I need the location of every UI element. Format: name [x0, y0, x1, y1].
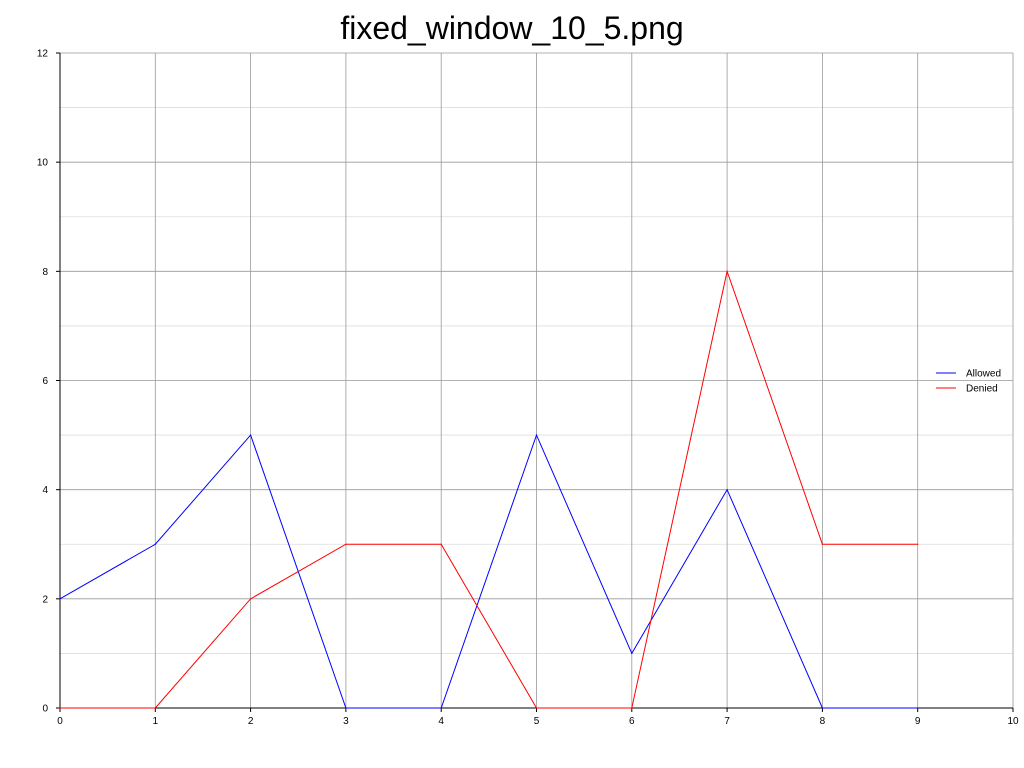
x-tick-label: 3 — [343, 716, 349, 727]
x-tick-label: 9 — [915, 716, 921, 727]
y-tick-label: 0 — [42, 704, 48, 715]
data-point-denied — [535, 707, 538, 709]
data-point-allowed — [726, 489, 728, 491]
data-point-allowed — [535, 434, 538, 436]
data-point-allowed — [250, 434, 252, 436]
data-point-allowed — [59, 598, 61, 600]
y-tick-label: 8 — [42, 267, 48, 278]
data-point-allowed — [821, 707, 824, 709]
x-tick-label: 2 — [248, 716, 254, 727]
x-tick-label: 0 — [57, 716, 63, 727]
x-tick-label: 4 — [438, 716, 444, 727]
data-point-denied — [726, 270, 728, 272]
y-tick-label: 10 — [37, 158, 49, 169]
y-tick-label: 6 — [42, 376, 48, 387]
x-tick-label: 5 — [534, 716, 540, 727]
y-tick-label: 4 — [42, 485, 48, 496]
data-point-allowed — [631, 652, 633, 655]
data-point-denied — [440, 543, 442, 545]
series-line-denied — [60, 269, 918, 709]
data-point-denied — [59, 707, 61, 709]
y-tick-label: 2 — [42, 594, 48, 605]
data-point-denied — [154, 707, 156, 709]
data-point-allowed — [154, 543, 156, 545]
x-tick-label: 10 — [1007, 716, 1019, 727]
y-tick-label: 12 — [37, 49, 49, 60]
data-point-allowed — [917, 707, 919, 709]
x-tick-label: 8 — [820, 716, 826, 727]
data-point-denied — [821, 543, 824, 545]
legend-label-denied: Denied — [966, 384, 998, 395]
data-point-allowed — [440, 707, 442, 709]
x-tick-label: 6 — [629, 716, 635, 727]
x-tick-label: 1 — [153, 716, 159, 727]
data-point-denied — [345, 543, 347, 545]
data-point-denied — [250, 598, 252, 600]
x-tick-label: 7 — [724, 716, 730, 727]
data-point-denied — [917, 543, 919, 545]
series-line-allowed — [59, 433, 918, 709]
data-point-denied — [631, 707, 633, 709]
chart-title: fixed_window_10_5.png — [340, 10, 684, 46]
legend-label-allowed: Allowed — [966, 369, 1001, 380]
data-point-allowed — [345, 707, 347, 709]
